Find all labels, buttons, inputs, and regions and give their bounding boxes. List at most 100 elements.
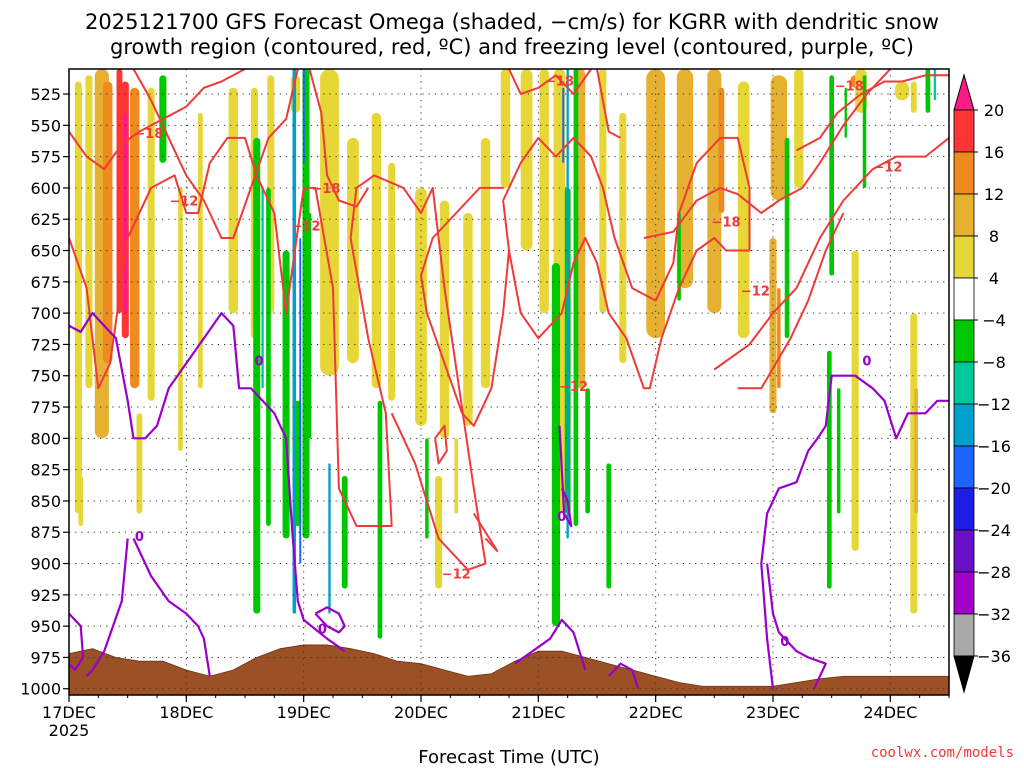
y-tick-label: 550 [30,116,61,135]
omega-blob [136,413,143,514]
contour-label-layer: −12 −12 −18 −12 −12 −12 −18 −18 −18 −18 −12 0 0 0 0 0 0 [134,74,902,650]
dgz-minus18-contour [643,69,892,239]
freezing-level-contour [514,618,587,671]
freezing-level-contour [558,425,573,528]
omega-blob [78,475,84,526]
dgz-minus12-contour [472,512,499,552]
x-tick-label: 18DEC [159,703,213,722]
dgz-minus12-contour [737,212,845,390]
omega-blob [435,475,443,589]
colorbar-swatch [953,445,975,489]
omega-blob [103,81,113,364]
omega-blob [770,75,788,201]
omega-blob [585,388,590,514]
colorbar-swatch [953,361,975,405]
omega-blob [299,238,302,564]
dgz-minus18-label: −18 [712,216,741,231]
x-tick-label: 22DEC [629,703,683,722]
dgz-minus18-label: −18 [835,79,864,94]
dgz-minus12-label: −12 [169,194,198,209]
colorbar-label: −24 [977,521,1011,540]
colorbar-swatch [953,193,975,237]
colorbar-label: −4 [982,311,1006,330]
dgz-minus12-label: −12 [873,161,902,176]
y-tick-label: 750 [30,367,61,386]
y-tick-label: 525 [30,85,61,104]
omega-blob [302,69,305,163]
dgz-minus12-contour [434,424,448,465]
x-tick-label: 21DEC [511,703,565,722]
omega-blob [914,388,918,514]
freezing-level-label: 0 [780,635,789,650]
omega-blob [566,69,569,539]
y-tick-label: 625 [30,210,61,229]
omega-blob [253,137,261,614]
colorbar-label: −8 [982,353,1006,372]
omega-blob [520,69,533,251]
omega-blob [784,137,790,339]
omega-blob [74,81,82,514]
colorbar-swatch [953,487,975,531]
colorbar-swatch [953,319,975,363]
colorbar-label: −16 [977,437,1011,456]
x-year-label: 2025 [49,721,90,740]
dgz-minus12-label: −12 [442,568,471,583]
colorbar-swatch [953,235,975,279]
y-tick-label: 725 [30,335,61,354]
freezing-level-contour [607,662,640,690]
colorbar-label: 12 [984,185,1004,204]
omega-blob [130,87,140,389]
dgz-minus12-contour [502,136,751,390]
freezing-level-contour [314,606,346,634]
omega-blob [328,463,331,614]
omega-blob [480,137,491,389]
freezing-level-contour [85,538,129,677]
omega-blob [439,200,450,439]
dgz-minus18-label: −18 [134,127,163,142]
omega-blob [606,463,612,589]
dgz-minus12-contour [713,137,949,371]
x-tick-label: 23DEC [746,703,800,722]
omega-blob [116,69,123,314]
chart-title-line2: growth region (contoured, red, ºC) and f… [110,35,914,59]
omega-blob [933,69,937,101]
omega-blob [910,313,918,614]
y-tick-label: 650 [30,242,61,261]
freezing-level-contour [760,374,949,689]
y-tick-label: 600 [30,179,61,198]
omega-blob [551,263,561,627]
omega-blob [539,69,549,314]
omega-blob [562,87,565,163]
chart-title-line1: 2025121700 GFS Forecast Omega (shaded, −… [85,10,939,34]
omega-blob [320,69,339,376]
y-axis: 525 550 575 600 625 650 675 700 725 750 775 800 825 8… [20,85,69,699]
colorbar-label: 16 [984,143,1004,162]
omega-blob [228,87,238,314]
dgz-minus18-contour [132,69,299,239]
colorbar-label: 20 [984,101,1004,120]
omega-blob [292,69,297,614]
freezing-level-contour [132,538,211,677]
omega-blob [500,69,511,188]
omega-blob [147,87,155,401]
colorbar-label: −28 [977,563,1011,582]
grid-layer [69,69,949,695]
dgz-minus18-contour [796,74,949,152]
omega-blob [377,400,383,639]
y-tick-label: 675 [30,273,61,292]
colorbar-label: 8 [989,227,999,246]
omega-blob [836,388,841,514]
x-axis-title: Forecast Time (UTC) [418,747,599,768]
colorbar-swatch [953,529,975,573]
dgz-minus12-label: −12 [559,380,588,395]
omega-blob [425,438,429,539]
y-tick-label: 800 [30,429,61,448]
colorbar-swatch [953,109,975,153]
omega-blob [646,69,666,339]
colorbar-swatch [953,613,975,657]
colorbar-label: −20 [977,479,1011,498]
y-tick-label: 1000 [20,680,61,699]
y-tick-label: 925 [30,586,61,605]
dgz-minus18-label: −18 [545,74,574,89]
